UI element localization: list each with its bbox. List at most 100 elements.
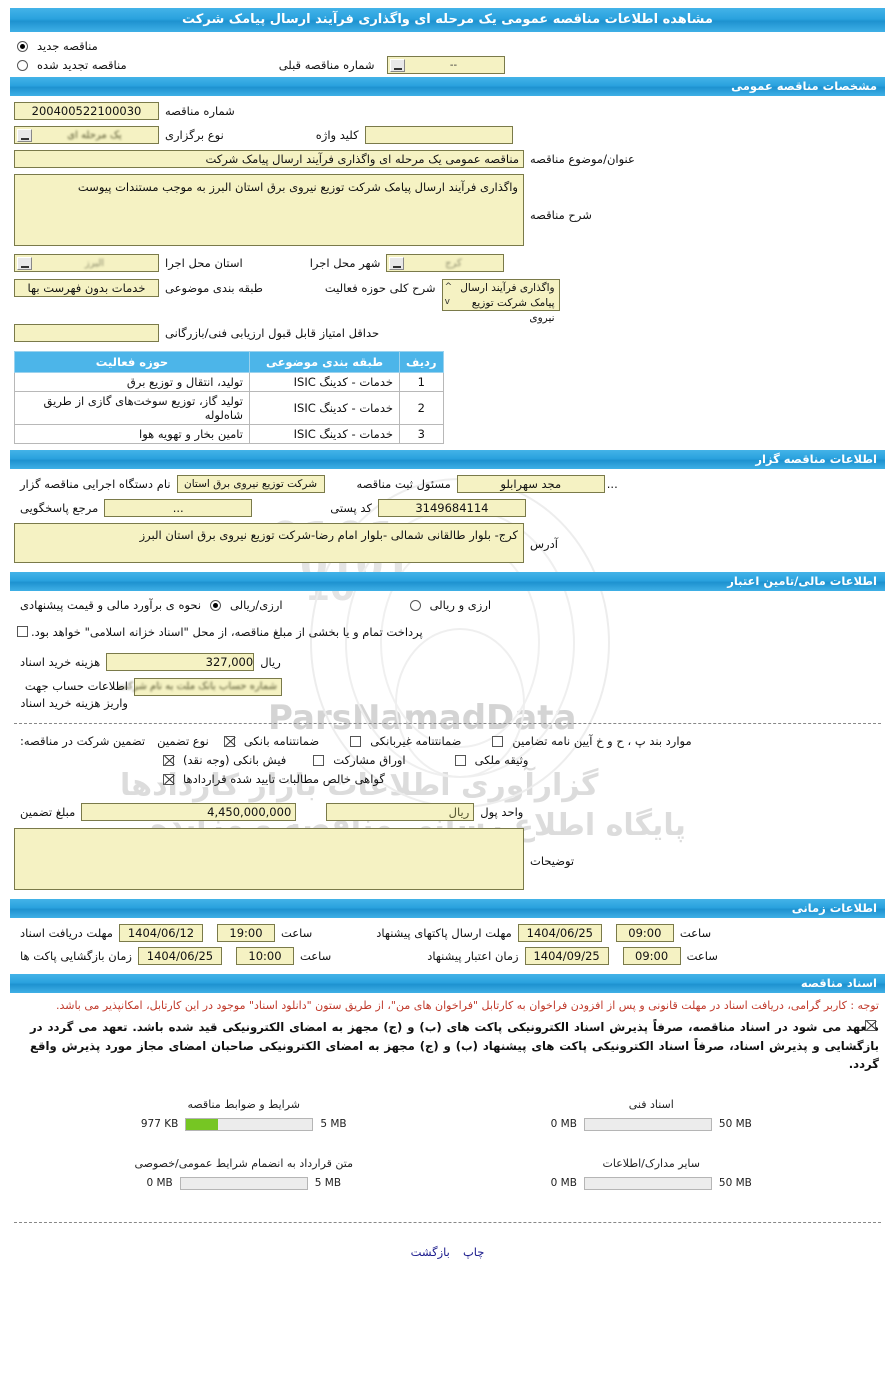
scroll-up-icon[interactable]: ^ — [444, 282, 453, 292]
tender-type-renewed-label: مناقصه تجدید شده — [37, 58, 127, 72]
cell-classification: خدمات - کدینگ ISIC — [249, 424, 400, 444]
attachment-caption: اسناد فنی — [628, 1097, 674, 1111]
attachment-size-bar: 977 KB 5 MB — [40, 1117, 448, 1131]
guarantee-option-3-checkbox[interactable] — [492, 735, 504, 747]
activity-summary-value: واگذاری فرآیند ارسال پیامک شرکت توزیع نی… — [460, 282, 555, 324]
attachment-max: 5 MB — [314, 1177, 342, 1190]
city-value: کرج — [445, 257, 462, 269]
postal-code-label: کد پستی — [330, 501, 372, 515]
agency-field: شرکت توزیع نیروی برق استان — [176, 475, 325, 493]
guarantee-option-6-label: وثیقه ملکی — [474, 753, 529, 768]
holding-type-label: نوع برگزاری — [165, 128, 224, 142]
section-financial-info: اطلاعات مالی/تامین اعتبار — [10, 572, 885, 591]
attachment-max: 5 MB — [320, 1118, 347, 1131]
guarantee-currency-label: واحد پول — [480, 805, 524, 820]
guarantee-participation-label: تضمین شرکت در مناقصه: — [20, 734, 146, 749]
postal-code-field: 3149684114 — [377, 499, 526, 517]
previous-tender-number-value: -- — [449, 59, 458, 71]
tender-type-new-radio[interactable] — [17, 40, 28, 52]
holding-type-select[interactable]: یک مرحله ای — [14, 126, 159, 144]
guarantee-option-2-label: ضمانتنامه غیربانکی — [370, 734, 462, 749]
col-row: ردیف — [399, 351, 444, 373]
attachment-used: 0 MB — [146, 1177, 173, 1190]
col-classification: طبقه بندی موضوعی — [249, 351, 400, 373]
doc-receive-deadline-label: مهلت دریافت اسناد — [20, 926, 113, 941]
cell-classification: خدمات - کدینگ ISIC — [249, 372, 400, 392]
doc-receive-deadline-time: 19:00 — [216, 924, 275, 943]
section-organizer-info: اطلاعات مناقصه گزار — [10, 450, 885, 469]
attachment-technical-docs: اسناد فنی 0 MB 50 MB — [448, 1090, 856, 1149]
account-info-label: اطلاعات حساب جهت واریز هزینه خرید اسناد — [20, 678, 128, 710]
doc-receive-deadline-date: 1404/06/12 — [118, 924, 203, 943]
attachment-used: 0 MB — [550, 1118, 577, 1131]
cell-activity: تولید، انتقال و توزیع برق — [14, 372, 250, 392]
attachment-used: 0 MB — [550, 1177, 577, 1190]
table-row: 2 خدمات - کدینگ ISIC تولید گاز، توزیع سو… — [14, 391, 444, 425]
attachment-caption: متن قرارداد به انضمام شرایط عمومی/خصوصی — [134, 1156, 353, 1170]
attachment-progress-track — [179, 1176, 308, 1190]
back-link[interactable]: بازگشت — [410, 1244, 450, 1259]
city-select[interactable]: کرج — [386, 254, 505, 272]
guarantee-option-1-label: ضمانتنامه بانکی — [243, 734, 320, 749]
guarantee-notes-field — [14, 828, 524, 891]
min-score-label: حداقل امتیاز قابل قبول ارزیابی فنی/بازرگ… — [165, 326, 380, 340]
guarantee-option-1-checkbox[interactable] — [223, 735, 235, 747]
doc-cost-field: 327,000 — [106, 652, 255, 671]
hour-label-1: ساعت — [280, 926, 313, 941]
address-field: کرج- بلوار طالقانی شمالی -بلوار امام رضا… — [14, 523, 524, 563]
documents-commitment-block: متعهد می شود در اسناد مناقصه، صرفاً پذیر… — [0, 1016, 895, 1080]
province-select[interactable]: البرز — [14, 254, 159, 272]
attachment-caption: شرایط و ضوابط مناقصه — [187, 1097, 301, 1111]
envelope-opening-label: زمان بازگشایی پاکت ها — [20, 949, 132, 964]
keyword-label: کلید واژه — [315, 128, 359, 142]
estimate-option-both-radio[interactable] — [409, 599, 421, 611]
page-title: مشاهده اطلاعات مناقصه عمومی یک مرحله ای … — [10, 8, 885, 32]
table-header-row: ردیف طبقه بندی موضوعی حوزه فعالیت — [14, 351, 444, 373]
min-score-field — [14, 324, 159, 342]
keyword-field[interactable] — [364, 126, 513, 144]
attachment-other-docs: سایر مدارک/اطلاعات 0 MB 50 MB — [448, 1149, 856, 1208]
section-documents: اسناد مناقصه — [10, 974, 885, 994]
doc-cost-currency: ریال — [260, 654, 281, 669]
previous-tender-number-select[interactable]: -- — [386, 56, 505, 74]
cell-classification: خدمات - کدینگ ISIC — [249, 391, 400, 425]
contact-field: ... — [104, 499, 253, 517]
documents-commitment-checkbox[interactable] — [865, 1020, 876, 1032]
table-row: 1 خدمات - کدینگ ISIC تولید، انتقال و توز… — [14, 372, 444, 392]
contact-label: مرجع پاسخگویی — [20, 501, 99, 515]
guarantee-option-5-checkbox[interactable] — [313, 754, 325, 766]
attachments-grid: اسناد فنی 0 MB 50 MB شرایط و ضوابط مناقص… — [0, 1080, 895, 1208]
registrar-field: مجد سهرابلو — [456, 475, 605, 493]
documents-commitment-text: متعهد می شود در اسناد مناقصه، صرفاً پذیر… — [30, 1020, 879, 1072]
province-label: استان محل اجرا — [165, 256, 243, 270]
attachment-size-bar: 0 MB 50 MB — [448, 1176, 856, 1190]
guarantee-option-2-checkbox[interactable] — [350, 735, 362, 747]
proposal-validity-date: 1404/09/25 — [524, 947, 609, 966]
guarantee-type-label: نوع تضمین — [157, 734, 209, 749]
tender-type-renewed-radio[interactable] — [17, 59, 28, 71]
treasury-checkbox[interactable] — [17, 626, 28, 637]
attachment-progress-track — [583, 1176, 712, 1190]
print-link[interactable]: چاپ — [462, 1244, 485, 1259]
description-field: واگذاری فرآیند ارسال پیامک شرکت توزیع نی… — [14, 174, 524, 246]
attachment-terms-conditions: شرایط و ضوابط مناقصه 977 KB 5 MB — [40, 1090, 448, 1149]
scroll-down-icon[interactable]: v — [444, 297, 450, 307]
activity-summary-field[interactable]: ^ v واگذاری فرآیند ارسال پیامک شرکت توزی… — [441, 279, 560, 324]
guarantee-option-4-checkbox[interactable] — [163, 754, 174, 766]
guarantee-option-3-label: موارد بند پ ، ح و خ آیین نامه تضامین — [512, 734, 692, 749]
cell-activity: تامین بخار و تهویه هوا — [14, 424, 250, 444]
estimate-label: نحوه ی برآورد مالی و قیمت پیشنهادی — [20, 598, 202, 612]
city-label: شهر محل اجرا — [309, 256, 381, 270]
cell-activity: تولید گاز، توزیع سوخت‌های گازی از طریق ش… — [14, 391, 250, 425]
doc-cost-label: هزینه خرید اسناد — [20, 654, 101, 669]
footer-actions: چاپ بازگشت — [0, 1231, 895, 1260]
account-info-field: شماره حساب بانک ملت به نام شرکت — [118, 677, 282, 696]
guarantee-option-7-checkbox[interactable] — [163, 773, 174, 785]
envelope-opening-date: 1404/06/25 — [137, 947, 222, 966]
estimate-option-rial-radio[interactable] — [210, 599, 222, 611]
cell-row: 3 — [399, 424, 444, 444]
attachment-max: 50 MB — [718, 1118, 752, 1131]
cell-row: 1 — [399, 372, 444, 392]
divider — [14, 723, 881, 725]
guarantee-option-6-checkbox[interactable] — [454, 754, 466, 766]
